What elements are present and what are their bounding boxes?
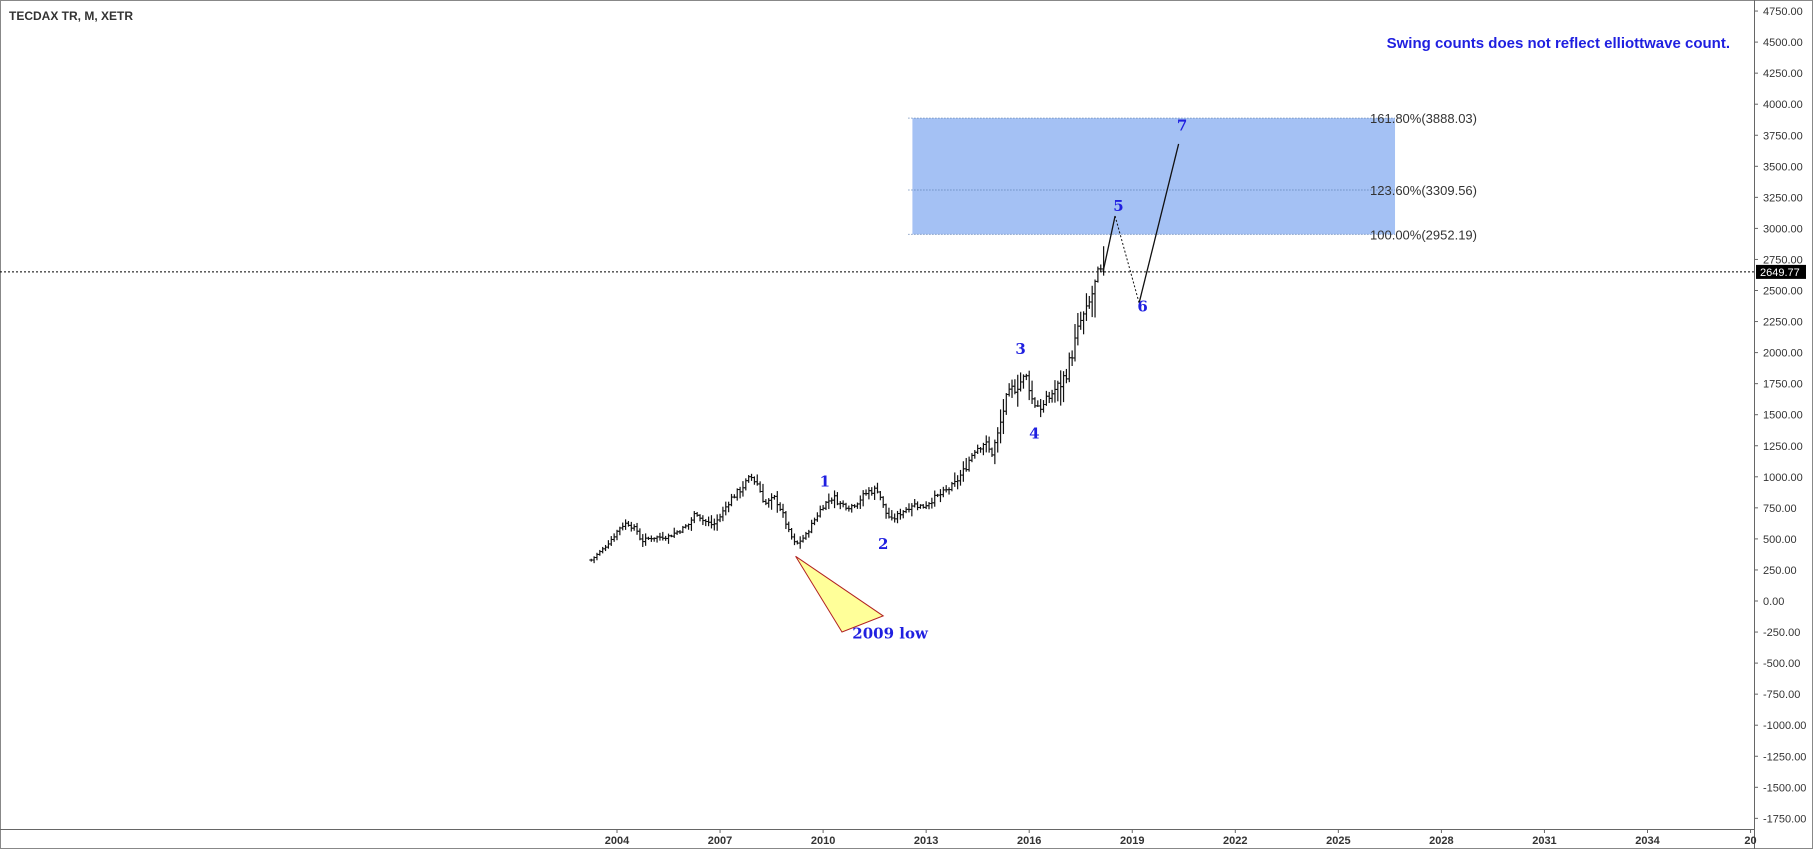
time-tick-label: 2025: [1326, 835, 1350, 847]
low-callout-label: 2009 low: [852, 624, 929, 642]
price-tick-label: 750.00: [1763, 503, 1797, 515]
wave-label-2: 2: [878, 535, 888, 553]
price-tick-label: -1500.00: [1763, 782, 1806, 794]
time-tick-label: 2028: [1429, 835, 1453, 847]
price-tick-label: 2500.00: [1763, 286, 1803, 298]
price-tick-label: 1250.00: [1763, 441, 1803, 453]
price-tick-label: 3500.00: [1763, 161, 1803, 173]
fib-level-label: 161.80%(3888.03): [1370, 111, 1477, 126]
price-tick-label: 2250.00: [1763, 317, 1803, 329]
price-tick-label: 4750.00: [1763, 6, 1803, 18]
wave-label-1: 1: [820, 473, 830, 491]
price-tick-label: 4250.00: [1763, 68, 1803, 80]
current-price-label: 2649.77: [1760, 267, 1800, 279]
time-tick-label: 2019: [1120, 835, 1144, 847]
price-tick-label: -250.00: [1763, 627, 1800, 639]
price-tick-label: 500.00: [1763, 534, 1797, 546]
time-tick-label: 2022: [1223, 835, 1247, 847]
projection-wave-5: [1102, 215, 1116, 273]
price-tick-label: 3750.00: [1763, 130, 1803, 142]
low-callout-triangle: [795, 555, 885, 633]
price-tick-label: -1000.00: [1763, 720, 1806, 732]
price-tick-label: -1750.00: [1763, 813, 1806, 825]
price-tick-label: 1750.00: [1763, 379, 1803, 391]
current-price-tag: [1756, 264, 1806, 279]
fib-zone: [912, 118, 1396, 235]
price-tick-label: 2750.00: [1763, 254, 1803, 266]
projection-wave-6: [1114, 215, 1140, 304]
price-tick-label: 3250.00: [1763, 192, 1803, 204]
time-tick-label: 2010: [811, 835, 835, 847]
price-tick-label: 1000.00: [1763, 472, 1803, 484]
wave-label-5: 5: [1113, 197, 1123, 215]
price-tick-label: -1250.00: [1763, 751, 1806, 763]
symbol-title: TECDAX TR, M, XETR: [9, 9, 134, 23]
price-tick-label: 4500.00: [1763, 37, 1803, 49]
wave-label-6: 6: [1137, 298, 1147, 316]
time-tick-label: 2004: [605, 835, 630, 847]
wave-label-7: 7: [1177, 116, 1187, 134]
price-tick-label: 2000.00: [1763, 348, 1803, 360]
price-tick-label: 0.00: [1763, 596, 1784, 608]
time-tick-label: 2034: [1635, 835, 1660, 847]
time-tick-label: 2007: [708, 835, 732, 847]
fib-level-label: 100.00%(2952.19): [1370, 227, 1477, 242]
price-tick-label: -750.00: [1763, 689, 1800, 701]
wave-label-3: 3: [1015, 340, 1025, 358]
price-tick-label: 3000.00: [1763, 223, 1803, 235]
ohlc-bars: [589, 246, 1106, 564]
projection-wave-7: [1138, 143, 1180, 304]
time-tick-label: 2013: [914, 835, 938, 847]
fib-level-label: 123.60%(3309.56): [1370, 183, 1477, 198]
time-tick-label: 20: [1744, 835, 1756, 847]
time-tick-label: 2031: [1532, 835, 1556, 847]
price-tick-label: 4000.00: [1763, 99, 1803, 111]
price-tick-label: 1500.00: [1763, 410, 1803, 422]
price-tick-label: 250.00: [1763, 565, 1797, 577]
swing-note: Swing counts does not reflect elliottwav…: [1386, 35, 1730, 52]
time-tick-label: 2016: [1017, 835, 1041, 847]
price-tick-label: -500.00: [1763, 658, 1800, 670]
wave-label-4: 4: [1029, 424, 1039, 442]
